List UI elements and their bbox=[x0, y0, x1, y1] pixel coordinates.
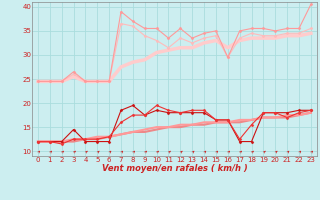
X-axis label: Vent moyen/en rafales ( km/h ): Vent moyen/en rafales ( km/h ) bbox=[101, 164, 247, 173]
